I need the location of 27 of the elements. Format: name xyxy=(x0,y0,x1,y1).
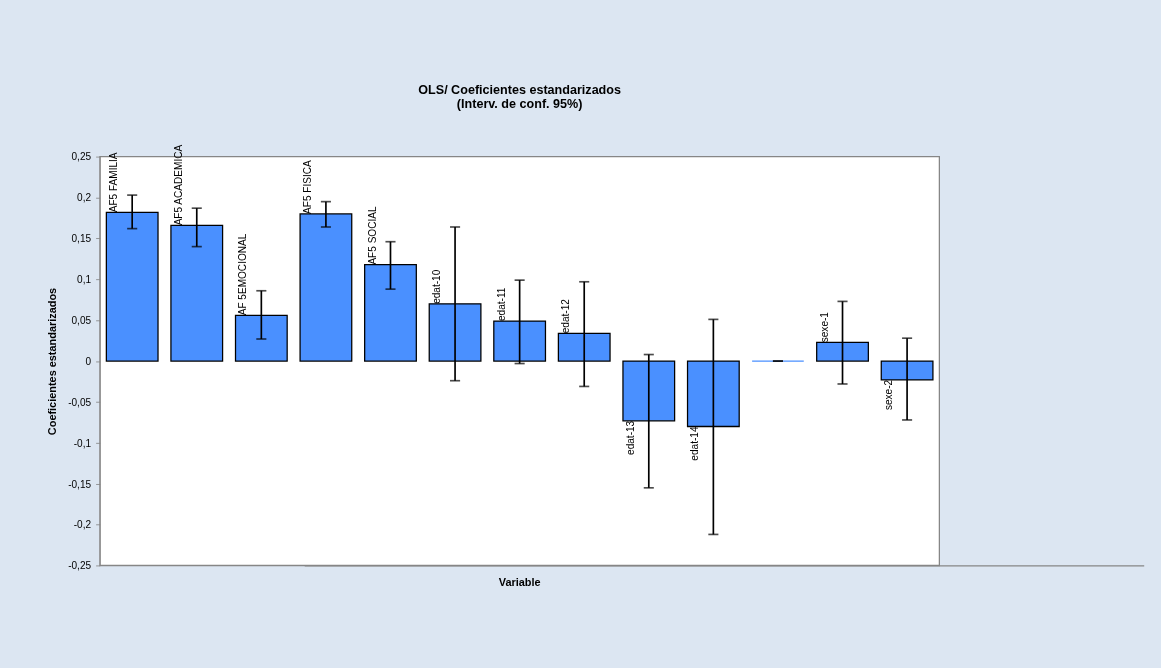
y-tick-label: -0,1 xyxy=(73,437,92,449)
x-tick-label: edat-14 xyxy=(689,426,701,461)
x-tick-label: edat-13 xyxy=(624,420,636,455)
x-axis-title: Variable xyxy=(498,575,541,588)
y-tick-label: -0,2 xyxy=(73,519,92,531)
x-tick-label: edat-10 xyxy=(431,269,443,304)
y-tick-label: -0,15 xyxy=(68,478,92,490)
x-tick-label: AF5 FAMILIA xyxy=(108,152,120,213)
y-tick-label: 0,25 xyxy=(71,151,92,163)
y-tick-label: 0 xyxy=(85,355,92,367)
y-tick-label: 0,1 xyxy=(77,274,92,286)
y-tick-label: 0,2 xyxy=(77,192,92,204)
x-tick-label: sexe-2 xyxy=(883,379,895,411)
x-tick-label: edat-11 xyxy=(495,287,507,322)
y-tick-label: 0,15 xyxy=(71,233,92,245)
y-tick-label: 0,05 xyxy=(71,314,92,326)
x-tick-label: edat-12 xyxy=(560,298,572,334)
text: (Interv. de conf. 95%) xyxy=(456,97,583,112)
x-tick-label: AF5 FISICA xyxy=(301,159,313,214)
y-axis-title: Coeficientes estandarizados xyxy=(45,287,58,436)
x-tick-label: AF5 ACADEMICA xyxy=(172,144,184,226)
x-tick-label: AF 5EMOCIONAL xyxy=(237,233,249,316)
x-tick-label: AF5 SOCIAL xyxy=(366,206,378,265)
y-tick-label: -0,25 xyxy=(68,560,92,572)
y-tick-label: -0,05 xyxy=(68,396,92,408)
text: OLS/ Coeficientes estandarizados xyxy=(418,82,621,97)
x-tick-label: sexe-1 xyxy=(818,311,830,343)
